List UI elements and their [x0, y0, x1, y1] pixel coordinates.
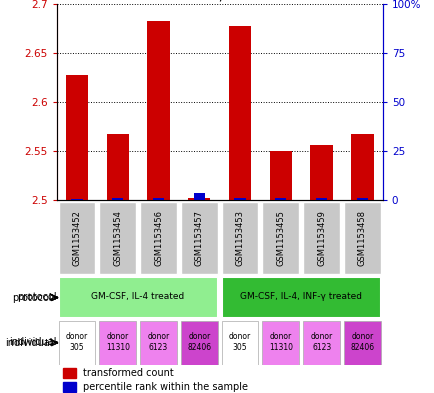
FancyBboxPatch shape	[343, 202, 380, 274]
FancyBboxPatch shape	[302, 321, 339, 365]
FancyBboxPatch shape	[221, 321, 258, 365]
FancyBboxPatch shape	[262, 202, 299, 274]
FancyBboxPatch shape	[181, 321, 217, 365]
Bar	[228, 26, 251, 200]
Bar	[310, 145, 332, 200]
Text: GSM1153452: GSM1153452	[72, 210, 81, 266]
Bar	[63, 382, 76, 391]
Text: donor
6123: donor 6123	[310, 332, 332, 352]
FancyBboxPatch shape	[59, 277, 217, 318]
Text: protocol: protocol	[13, 293, 52, 303]
Text: GSM1153459: GSM1153459	[316, 210, 326, 266]
Text: donor
11310: donor 11310	[268, 332, 292, 352]
Text: GSM1153453: GSM1153453	[235, 210, 244, 266]
Bar	[147, 21, 169, 200]
FancyBboxPatch shape	[140, 321, 177, 365]
FancyBboxPatch shape	[221, 202, 258, 274]
Bar	[193, 193, 204, 200]
Text: transformed count: transformed count	[82, 368, 173, 378]
Text: GSM1153457: GSM1153457	[194, 210, 203, 266]
Bar	[66, 75, 88, 200]
FancyBboxPatch shape	[59, 202, 95, 274]
Text: donor
305: donor 305	[66, 332, 88, 352]
Text: donor
6123: donor 6123	[147, 332, 169, 352]
Text: donor
11310: donor 11310	[105, 332, 129, 352]
Bar	[106, 134, 128, 200]
Text: donor
82406: donor 82406	[349, 332, 374, 352]
Text: individual: individual	[9, 337, 56, 347]
Bar	[63, 368, 76, 378]
FancyBboxPatch shape	[181, 202, 217, 274]
Text: GSM1153458: GSM1153458	[357, 210, 366, 266]
Title: GDS5384 / 7927924: GDS5384 / 7927924	[149, 0, 289, 3]
Text: donor
305: donor 305	[228, 332, 250, 352]
FancyBboxPatch shape	[221, 277, 380, 318]
Text: donor
82406: donor 82406	[187, 332, 211, 352]
Text: GSM1153454: GSM1153454	[113, 210, 122, 266]
Text: percentile rank within the sample: percentile rank within the sample	[82, 382, 247, 392]
Bar	[350, 134, 373, 200]
FancyBboxPatch shape	[262, 321, 299, 365]
FancyBboxPatch shape	[302, 202, 339, 274]
Text: GM-CSF, IL-4 treated: GM-CSF, IL-4 treated	[91, 292, 184, 301]
Text: GM-CSF, IL-4, INF-γ treated: GM-CSF, IL-4, INF-γ treated	[240, 292, 362, 301]
FancyBboxPatch shape	[59, 321, 95, 365]
Bar	[269, 151, 291, 200]
Text: GSM1153456: GSM1153456	[154, 210, 163, 266]
Bar	[187, 198, 210, 200]
Bar	[356, 198, 367, 200]
Text: GSM1153455: GSM1153455	[276, 210, 285, 266]
Bar	[112, 198, 123, 200]
FancyBboxPatch shape	[99, 321, 136, 365]
Bar	[152, 198, 164, 200]
FancyBboxPatch shape	[99, 202, 136, 274]
Bar	[234, 198, 245, 200]
Bar	[275, 198, 286, 200]
FancyBboxPatch shape	[140, 202, 177, 274]
Text: protocol: protocol	[17, 292, 56, 302]
FancyBboxPatch shape	[343, 321, 380, 365]
Text: individual: individual	[5, 338, 52, 348]
Bar	[315, 198, 326, 200]
